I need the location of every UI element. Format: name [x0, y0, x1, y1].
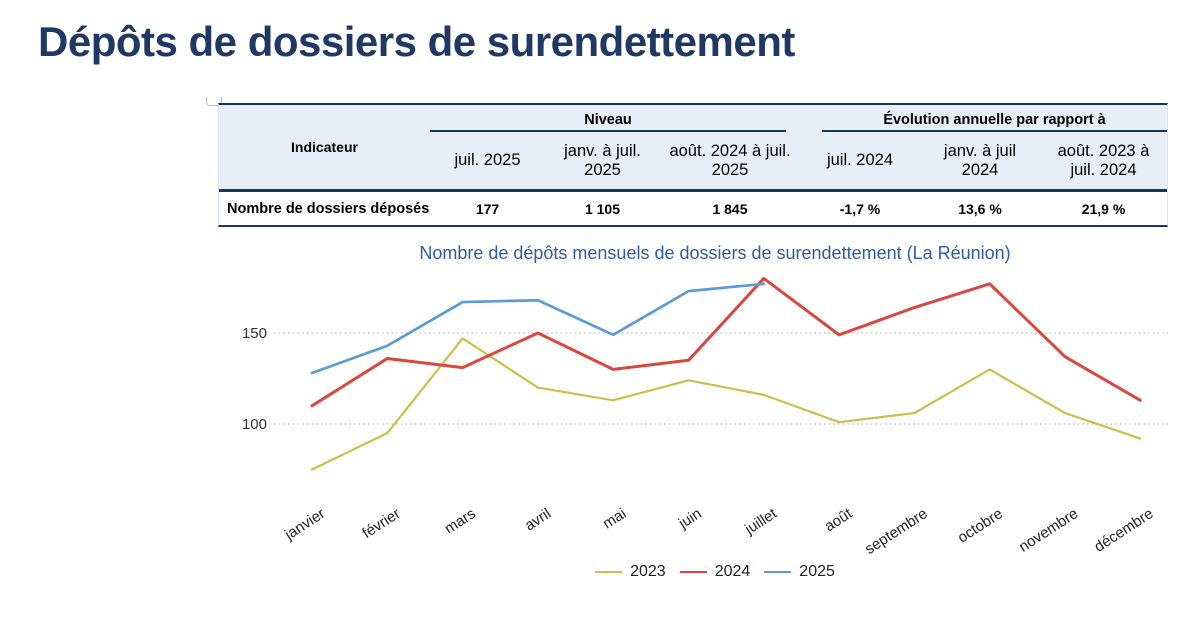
col-header-aout2023-juil2024: août. 2023 à juil. 2024	[1057, 141, 1150, 179]
y-tick-label-150: 150	[242, 325, 267, 342]
table-header: Indicateur Niveau Évolution annuelle par…	[219, 105, 1167, 192]
month-label-janvier: janvier	[281, 505, 328, 544]
legend-item-2025: 2025	[764, 563, 835, 581]
month-label-août: août	[822, 505, 856, 536]
month-label-février: février	[359, 505, 403, 542]
summary-table: Indicateur Niveau Évolution annuelle par…	[218, 103, 1168, 227]
object-anchor-icon	[206, 97, 222, 106]
legend-swatch-icon	[764, 570, 792, 574]
value-janv-juil-2025: 1 105	[584, 200, 621, 217]
table-row: Nombre de dossiers déposés 177 1 105 1 8…	[219, 192, 1167, 225]
month-label-avril: avril	[522, 505, 554, 534]
legend-label: 2023	[630, 563, 666, 580]
legend-item-2023: 2023	[595, 563, 666, 581]
group-header-evolution: Évolution annuelle par rapport à	[822, 105, 1167, 132]
series-line-2024	[310, 276, 1142, 408]
month-label-mars: mars	[442, 505, 479, 537]
chart-title: Nombre de dépôts mensuels de dossiers de…	[419, 243, 1011, 263]
col-header-juil-2024: juil. 2024	[826, 151, 894, 170]
value-evol-aout2023-juil2024: 21,9 %	[1081, 200, 1126, 217]
indicator-header: Indicateur	[291, 139, 358, 155]
page-title: Dépôts de dossiers de surendettement	[38, 18, 795, 65]
value-evol-janv-juil-2024: 13,6 %	[958, 200, 1002, 217]
legend-label: 2024	[714, 563, 751, 580]
month-label-décembre: décembre	[1091, 505, 1156, 556]
row-label: Nombre de dossiers déposés	[227, 200, 430, 217]
line-chart: 150 100 janvier février mars avril mai juin juil…	[242, 276, 1168, 558]
chart-legend: 2023 2024 2025	[250, 563, 1180, 581]
y-tick-label-100: 100	[242, 416, 267, 433]
value-evol-juil-2024: -1,7 %	[839, 200, 881, 217]
month-label-juin: juin	[675, 505, 705, 533]
month-label-mai: mai	[600, 505, 630, 532]
col-header-janv-juil-2025: janv. à juil. 2025	[564, 141, 641, 179]
series-line-2023	[310, 337, 1142, 471]
col-header-janv-juil-2024: janv. à juil 2024	[943, 141, 1017, 179]
group-header-niveau: Niveau	[430, 105, 786, 132]
legend-swatch-icon	[595, 570, 623, 574]
col-header-juil-2025: juil. 2025	[454, 151, 521, 170]
series-line-2025	[310, 282, 766, 375]
month-label-octobre: octobre	[955, 505, 1006, 547]
col-header-aout2024-juil2025: août. 2024 à juil. 2025	[669, 141, 791, 179]
value-juil-2025: 177	[475, 200, 500, 217]
legend-swatch-icon	[679, 570, 707, 574]
value-aout2024-juil2025: 1 845	[712, 200, 748, 217]
month-label-septembre: septembre	[862, 505, 931, 558]
month-label-novembre: novembre	[1016, 505, 1081, 556]
legend-item-2024: 2024	[679, 563, 751, 581]
legend-label: 2025	[799, 563, 835, 580]
month-label-juillet: juillet	[741, 505, 780, 539]
